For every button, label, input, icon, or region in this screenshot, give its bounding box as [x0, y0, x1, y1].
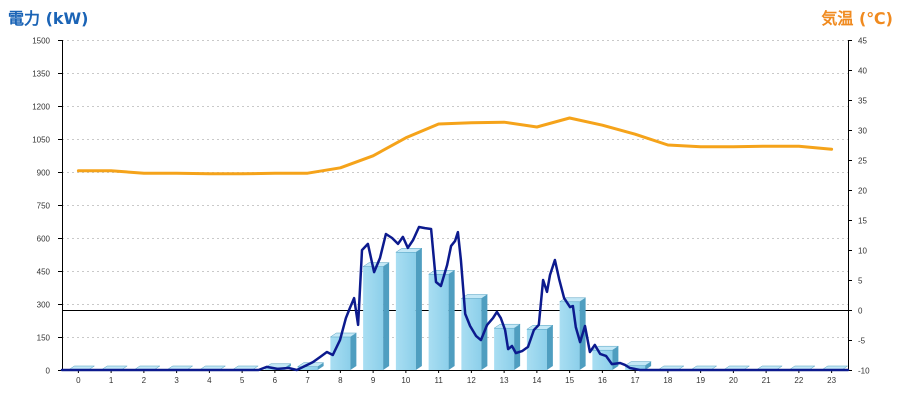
x-tick-label: 22: [794, 376, 803, 385]
x-tick-label: 14: [532, 376, 541, 385]
power-bar-top: [493, 323, 521, 329]
right-tick-label: 45: [858, 37, 867, 46]
left-tick-label: 0: [46, 367, 51, 376]
right-tick-label: 0: [858, 307, 863, 316]
power-bar-top: [395, 248, 423, 253]
power-bar: [395, 248, 423, 370]
x-tick-label: 12: [467, 376, 476, 385]
axes: [58, 40, 852, 373]
left-tick-label: 1200: [32, 103, 50, 112]
power-line: [60, 225, 850, 372]
left-tick-label: 450: [37, 268, 51, 277]
x-tick-label: 15: [565, 376, 574, 385]
power-bar: [591, 345, 620, 370]
x-tick-label: 8: [338, 376, 343, 385]
power-bar-top: [526, 325, 554, 330]
x-tick-label: 21: [762, 376, 771, 385]
x-tick-label: 5: [240, 376, 245, 385]
power-bar-side: [448, 270, 455, 370]
right-tick-label: 35: [858, 97, 867, 106]
tick-labels: 01503004506007509001050120013501500-10-5…: [32, 37, 870, 386]
x-tick-label: 13: [500, 376, 509, 385]
x-tick-label: 23: [827, 376, 836, 385]
power-bar: [362, 262, 390, 370]
power-bar-side: [645, 361, 652, 370]
x-tick-label: 19: [696, 376, 705, 385]
x-tick-label: 7: [305, 376, 310, 385]
left-tick-label: 900: [37, 169, 51, 178]
power-bar: [329, 332, 358, 370]
right-axis-title: 気温 (℃): [821, 9, 893, 28]
left-tick-label: 600: [37, 235, 51, 244]
power-bar-side: [350, 333, 357, 370]
power-bar-front: [297, 366, 318, 370]
x-tick-label: 2: [142, 376, 147, 385]
x-tick-label: 3: [174, 376, 179, 385]
power-bar-front: [592, 350, 613, 370]
x-tick-label: 10: [401, 376, 410, 385]
right-tick-label: 40: [858, 67, 867, 76]
left-tick-label: 300: [37, 301, 51, 310]
x-tick-label: 0: [76, 376, 81, 385]
power-bar-front: [395, 252, 416, 370]
power-bar-front: [330, 337, 351, 370]
power-bar-front: [559, 301, 580, 370]
power-bar-side: [415, 248, 422, 370]
left-tick-label: 1350: [32, 70, 50, 79]
power-bar-top: [460, 294, 489, 299]
left-tick-label: 1500: [32, 37, 50, 46]
series-lines: [60, 116, 850, 372]
right-tick-label: 10: [858, 247, 867, 256]
power-bars: [67, 248, 849, 371]
x-tick-label: 4: [207, 376, 212, 385]
left-tick-label: 150: [37, 334, 51, 343]
right-tick-label: 30: [858, 127, 867, 136]
right-tick-label: 15: [858, 217, 867, 226]
x-tick-label: 11: [434, 376, 443, 385]
right-tick-label: -5: [858, 337, 866, 346]
power-bar: [427, 270, 456, 370]
power-bar-front: [526, 329, 547, 370]
power-bar-side: [514, 324, 521, 370]
left-tick-label: 750: [37, 202, 51, 211]
power-bar-side: [383, 262, 390, 370]
right-tick-label: 5: [858, 277, 863, 286]
x-tick-label: 16: [598, 376, 607, 385]
right-tick-label: 25: [858, 157, 867, 166]
left-tick-label: 1050: [32, 136, 50, 145]
power-bar-front: [428, 274, 449, 370]
power-bar-top: [624, 361, 652, 366]
left-axis-title: 電力 (kW): [8, 9, 89, 28]
power-bar: [493, 323, 521, 370]
power-bar-top: [329, 332, 358, 338]
power-bar-front: [363, 266, 384, 370]
right-tick-label: -10: [858, 367, 870, 376]
x-tick-label: 20: [729, 376, 738, 385]
power-bar-front: [494, 328, 515, 370]
grid-lines: [62, 40, 848, 338]
temperature-line: [76, 116, 834, 176]
x-tick-label: 17: [631, 376, 640, 385]
power-bar: [526, 325, 554, 370]
power-bar-side: [317, 362, 324, 370]
x-tick-label: 18: [663, 376, 672, 385]
power-bar-side: [546, 325, 553, 370]
x-tick-label: 9: [371, 376, 376, 385]
x-tick-label: 1: [109, 376, 114, 385]
x-tick-label: 6: [273, 376, 278, 385]
right-tick-label: 20: [858, 187, 867, 196]
